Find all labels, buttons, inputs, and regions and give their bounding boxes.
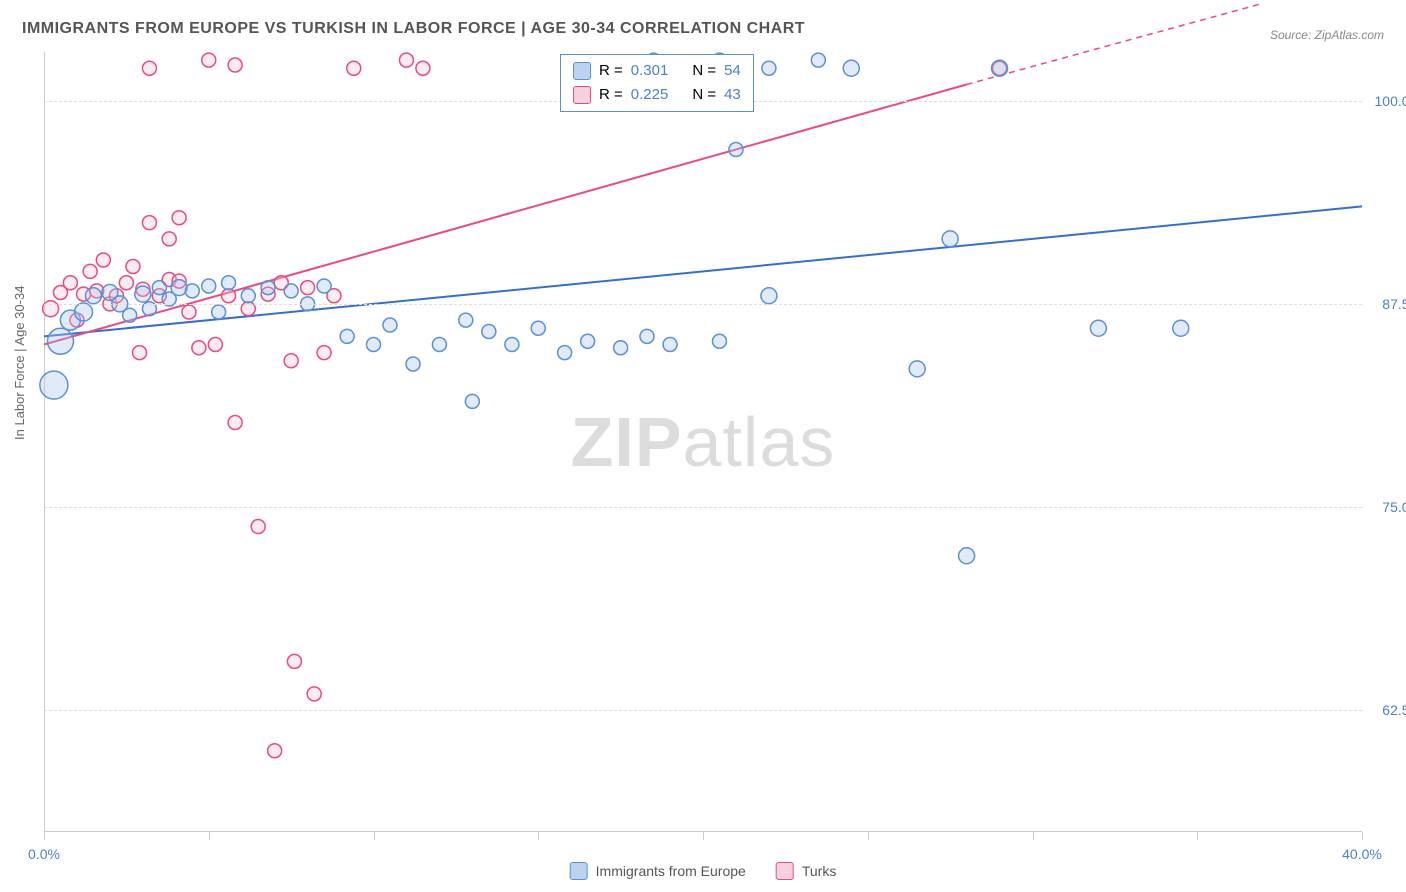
plot-area: ZIPatlas 62.5%75.0%87.5%100.0% <box>44 52 1362 832</box>
r-label: R = <box>599 59 623 83</box>
legend-label-turks: Turks <box>802 863 836 879</box>
legend-label-europe: Immigrants from Europe <box>596 863 746 879</box>
r-value-europe: 0.301 <box>631 59 669 83</box>
n-label: N = <box>692 59 716 83</box>
correlation-legend: R = 0.301 N = 54 R = 0.225 N = 43 <box>560 54 754 112</box>
swatch-turks <box>573 86 591 104</box>
swatch-europe <box>573 62 591 80</box>
r-label: R = <box>599 83 623 107</box>
n-value-europe: 54 <box>724 59 741 83</box>
legend-row-turks: R = 0.225 N = 43 <box>573 83 741 107</box>
legend-item-turks: Turks <box>776 862 836 880</box>
swatch-turks-icon <box>776 862 794 880</box>
r-value-turks: 0.225 <box>631 83 669 107</box>
plot-svg <box>44 52 1362 832</box>
swatch-europe-icon <box>570 862 588 880</box>
chart-title: IMMIGRANTS FROM EUROPE VS TURKISH IN LAB… <box>22 20 805 38</box>
n-value-turks: 43 <box>724 83 741 107</box>
n-label: N = <box>692 83 716 107</box>
legend-item-europe: Immigrants from Europe <box>570 862 746 880</box>
legend-row-europe: R = 0.301 N = 54 <box>573 59 741 83</box>
y-axis-title: In Labor Force | Age 30-34 <box>12 286 27 440</box>
source-attribution: Source: ZipAtlas.com <box>1270 28 1384 42</box>
series-legend: Immigrants from Europe Turks <box>570 862 837 880</box>
